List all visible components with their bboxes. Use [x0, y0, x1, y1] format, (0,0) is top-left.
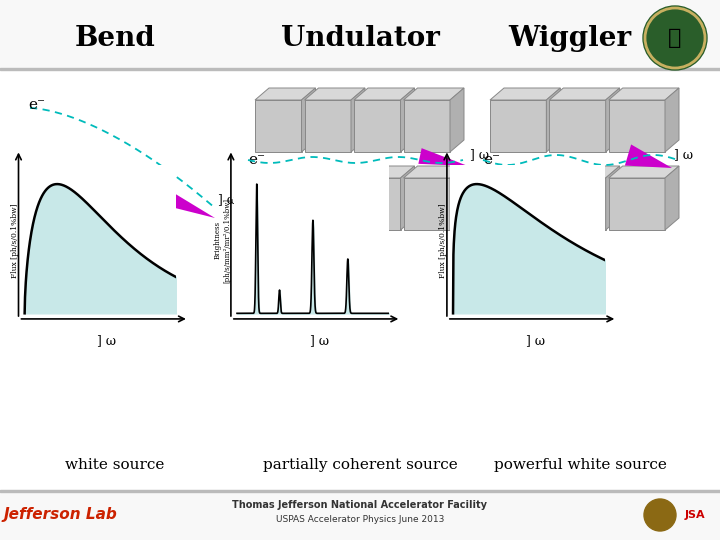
Y-axis label: Brightness
[ph/s/mm²/mr²/0.1%bw]: Brightness [ph/s/mm²/mr²/0.1%bw]	[214, 198, 231, 283]
Text: powerful white source: powerful white source	[494, 458, 667, 472]
Text: ] ω: ] ω	[674, 148, 693, 161]
Bar	[403, 178, 450, 230]
Polygon shape	[490, 166, 560, 178]
Bar	[0, 0, 720, 68]
Text: ] ω: ] ω	[97, 334, 116, 347]
Bar	[0, 68, 720, 70]
Text: JSA: JSA	[685, 510, 706, 520]
Text: e⁻: e⁻	[483, 153, 500, 167]
Bar	[255, 100, 302, 152]
Bar	[549, 100, 606, 152]
Text: ] ω: ] ω	[218, 193, 237, 206]
Polygon shape	[665, 88, 679, 152]
Text: USPAS Accelerator Physics June 2013: USPAS Accelerator Physics June 2013	[276, 516, 444, 524]
Bar	[490, 100, 546, 152]
Text: Jefferson Lab: Jefferson Lab	[3, 508, 117, 523]
Polygon shape	[608, 88, 679, 100]
Y-axis label: Flux [ph/s/0.1%bw]: Flux [ph/s/0.1%bw]	[439, 203, 447, 278]
Polygon shape	[305, 88, 365, 100]
Bar	[354, 178, 400, 230]
Polygon shape	[305, 166, 365, 178]
Bar	[305, 178, 351, 230]
Bar	[255, 178, 302, 230]
Polygon shape	[606, 88, 620, 152]
Polygon shape	[351, 166, 365, 230]
Text: e⁻: e⁻	[248, 153, 265, 167]
Polygon shape	[354, 166, 415, 178]
Circle shape	[644, 499, 676, 531]
Polygon shape	[608, 166, 679, 178]
Polygon shape	[351, 88, 365, 152]
Polygon shape	[490, 88, 560, 100]
Text: 🐏: 🐏	[668, 28, 682, 48]
Bar	[0, 490, 720, 491]
Polygon shape	[255, 166, 315, 178]
Polygon shape	[255, 88, 315, 100]
Polygon shape	[450, 166, 464, 230]
Text: Undulator: Undulator	[281, 24, 439, 51]
Polygon shape	[354, 88, 415, 100]
Text: partially coherent source: partially coherent source	[263, 458, 457, 472]
Bar	[403, 100, 450, 152]
Text: e⁻: e⁻	[28, 98, 45, 112]
Y-axis label: Flux [ph/s/0.1%bw]: Flux [ph/s/0.1%bw]	[11, 203, 19, 278]
Text: ] ω: ] ω	[470, 148, 489, 161]
Polygon shape	[546, 88, 560, 152]
Polygon shape	[302, 166, 315, 230]
Polygon shape	[549, 166, 620, 178]
Polygon shape	[606, 166, 620, 230]
Polygon shape	[144, 180, 215, 218]
Bar	[0, 490, 720, 540]
Polygon shape	[403, 166, 464, 178]
Text: white source: white source	[66, 458, 165, 472]
Bar	[305, 100, 351, 152]
Text: Bend: Bend	[75, 24, 156, 51]
Bar	[608, 178, 665, 230]
Bar	[608, 100, 665, 152]
Polygon shape	[625, 145, 672, 168]
Text: Thomas Jefferson National Accelerator Facility: Thomas Jefferson National Accelerator Fa…	[233, 500, 487, 510]
Polygon shape	[400, 88, 415, 152]
Polygon shape	[403, 88, 464, 100]
Circle shape	[643, 6, 707, 70]
Text: Wiggler: Wiggler	[508, 24, 631, 51]
Polygon shape	[302, 88, 315, 152]
Bar	[549, 178, 606, 230]
Polygon shape	[450, 88, 464, 152]
Polygon shape	[400, 166, 415, 230]
Polygon shape	[546, 166, 560, 230]
Bar	[490, 178, 546, 230]
Text: ] ω: ] ω	[310, 334, 328, 347]
Polygon shape	[665, 166, 679, 230]
Polygon shape	[549, 88, 620, 100]
Polygon shape	[418, 148, 468, 166]
Bar	[354, 100, 400, 152]
Text: ] ω: ] ω	[526, 334, 544, 347]
